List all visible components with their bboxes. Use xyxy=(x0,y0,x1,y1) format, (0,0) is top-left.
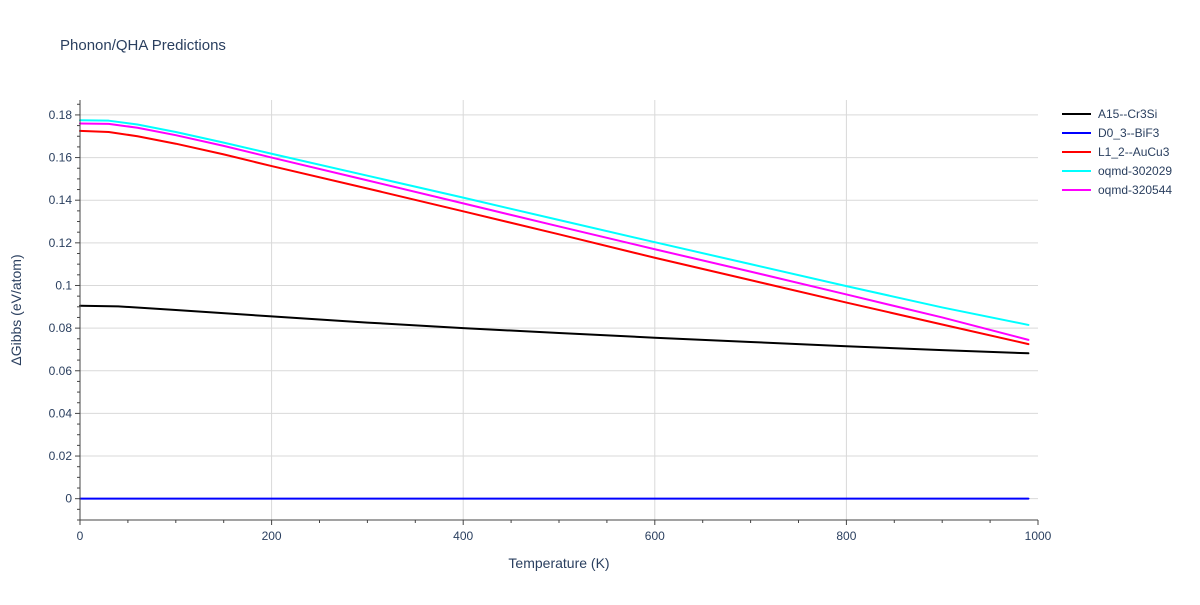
y-tick-label: 0 xyxy=(65,492,72,506)
legend-label: D0_3--BiF3 xyxy=(1098,126,1160,140)
y-tick-label: 0.06 xyxy=(49,364,73,378)
axes xyxy=(75,100,1039,525)
x-tick-label: 800 xyxy=(836,529,856,543)
legend: A15--Cr3Si D0_3--BiF3 L1_2--AuCu3 oqmd-3020… xyxy=(1062,107,1172,197)
legend-item[interactable]: oqmd-302029 xyxy=(1062,164,1172,178)
legend-item[interactable]: L1_2--AuCu3 xyxy=(1062,145,1170,159)
series-line-l1-2-aucu3 xyxy=(79,129,1030,346)
legend-item[interactable]: A15--Cr3Si xyxy=(1062,107,1157,121)
y-tick-label: 0.08 xyxy=(49,321,73,335)
legend-label: oqmd-320544 xyxy=(1098,183,1172,197)
x-tick-label: 0 xyxy=(77,529,84,543)
legend-item[interactable]: D0_3--BiF3 xyxy=(1062,126,1160,140)
legend-label: A15--Cr3Si xyxy=(1098,107,1157,121)
y-tick-label: 0.1 xyxy=(55,278,72,292)
chart-title: Phonon/QHA Predictions xyxy=(60,37,226,54)
y-tick-label: 0.14 xyxy=(49,193,73,207)
series-line-oqmd-320544 xyxy=(79,122,1030,341)
legend-label: oqmd-302029 xyxy=(1098,164,1172,178)
y-tick-label: 0.04 xyxy=(49,406,73,420)
tick-labels: 0 200 400 600 800 1000 0 0.02 0.04 0.06 0.08 0.1 0.1… xyxy=(49,108,1052,543)
grid xyxy=(80,100,1038,520)
legend-label: L1_2--AuCu3 xyxy=(1098,145,1170,159)
x-tick-label: 400 xyxy=(453,529,473,543)
legend-item[interactable]: oqmd-320544 xyxy=(1062,183,1172,197)
x-tick-label: 1000 xyxy=(1025,529,1052,543)
x-tick-label: 200 xyxy=(262,529,282,543)
x-tick-label: 600 xyxy=(645,529,665,543)
series-line-a15-cr3si xyxy=(79,304,1030,355)
y-tick-label: 0.12 xyxy=(49,236,73,250)
series-line-oqmd-302029 xyxy=(79,119,1030,326)
y-tick-label: 0.16 xyxy=(49,151,73,165)
y-tick-label: 0.02 xyxy=(49,449,73,463)
y-axis-title: ΔGibbs (eV/atom) xyxy=(8,254,24,365)
series-lines xyxy=(79,119,1030,500)
x-axis-title: Temperature (K) xyxy=(508,555,609,571)
y-tick-label: 0.18 xyxy=(49,108,73,122)
